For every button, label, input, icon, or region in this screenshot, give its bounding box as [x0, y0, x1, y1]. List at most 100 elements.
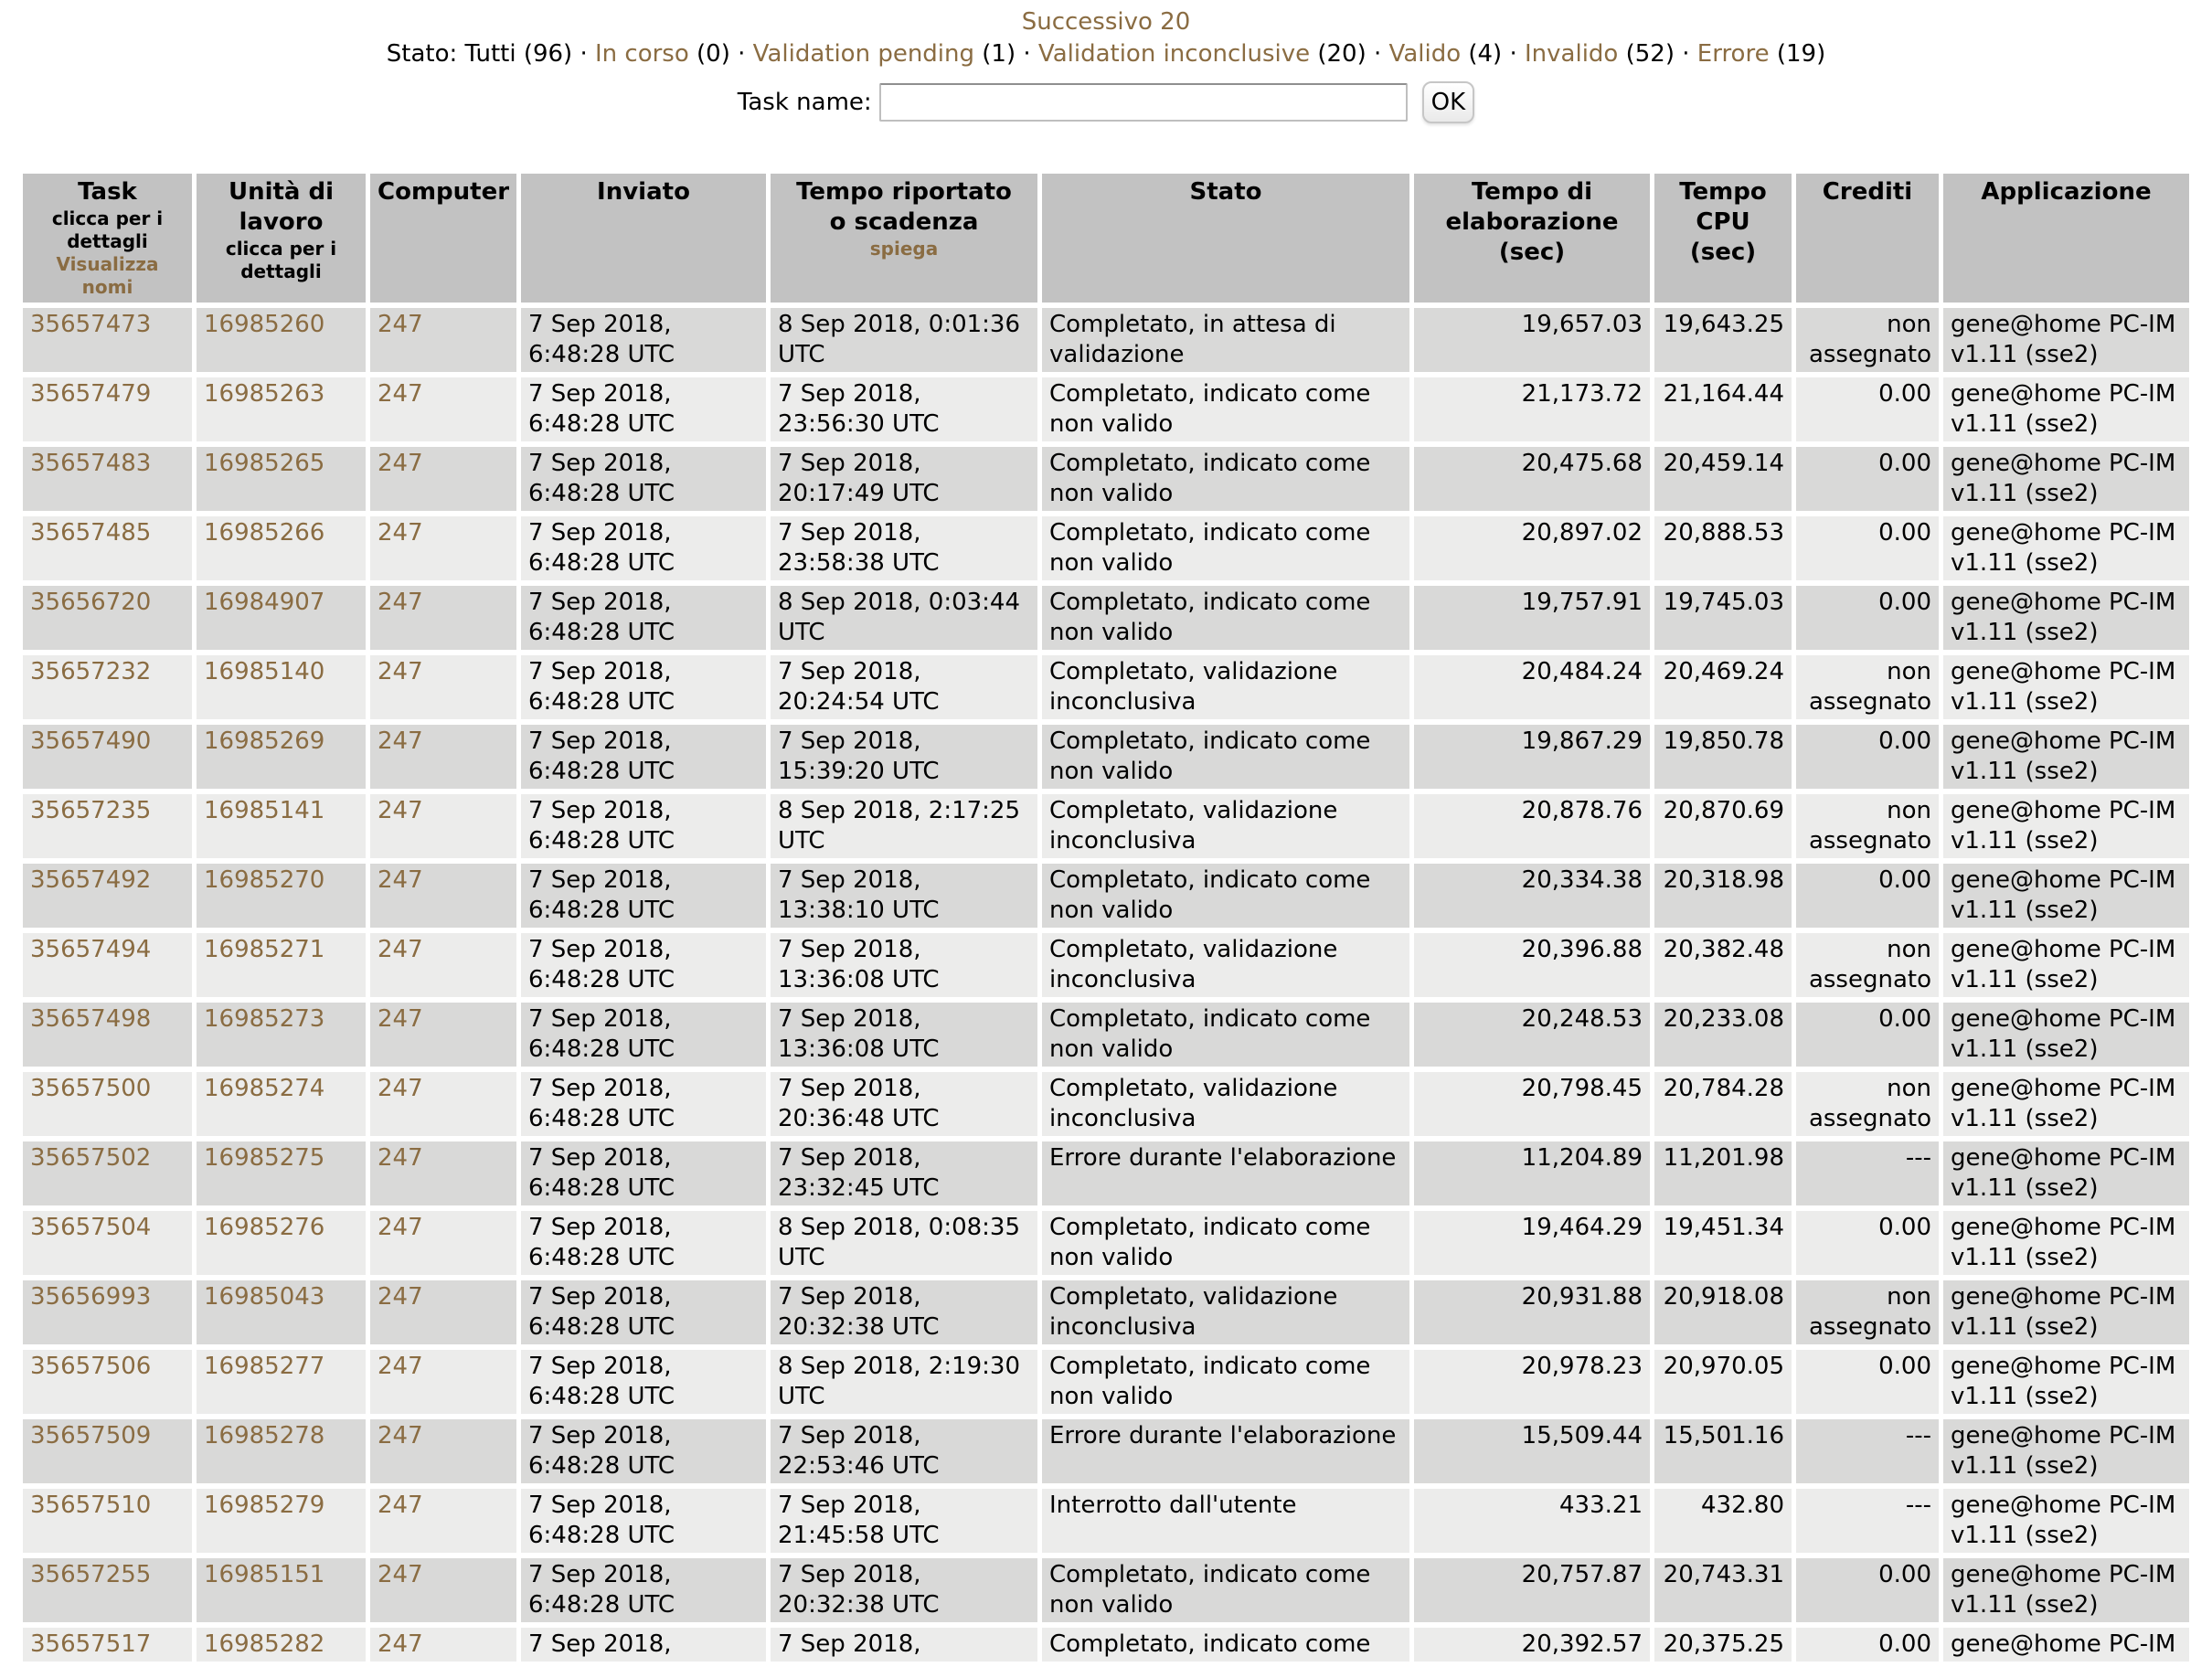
computer-link[interactable]: 247 [378, 1214, 423, 1241]
computer-link[interactable]: 247 [378, 1283, 423, 1311]
task-cell: 35657485 [23, 516, 192, 580]
workunit-link[interactable]: 16985260 [204, 311, 325, 338]
col-header-reported: Tempo riportato o scadenza spiega [771, 174, 1037, 303]
computer-link[interactable]: 247 [378, 797, 423, 824]
computer-cell: 247 [370, 1350, 516, 1414]
computer-link[interactable]: 247 [378, 1353, 423, 1380]
workunit-link[interactable]: 16985140 [204, 658, 325, 685]
task-link[interactable]: 35657498 [30, 1005, 152, 1033]
sent-cell: 7 Sep 2018, 6:48:28 UTC [521, 1419, 766, 1483]
task-link[interactable]: 35656720 [30, 589, 152, 616]
status-filter-label: Stato: [386, 40, 458, 68]
computer-link[interactable]: 247 [378, 380, 423, 408]
credit-cell: --- [1796, 1141, 1939, 1205]
computer-cell: 247 [370, 586, 516, 650]
task-name-input[interactable] [878, 83, 1408, 122]
col-header-computer: Computer [370, 174, 516, 303]
workunit-link[interactable]: 16985263 [204, 380, 325, 408]
task-link[interactable]: 35657504 [30, 1214, 152, 1241]
workunit-link[interactable]: 16985043 [204, 1283, 325, 1311]
workunit-link[interactable]: 16985278 [204, 1422, 325, 1449]
status-filter-link[interactable]: Errore [1696, 40, 1770, 68]
computer-link[interactable]: 247 [378, 1630, 423, 1658]
elapsed-cell: 20,396.88 [1414, 933, 1650, 997]
task-link[interactable]: 35657494 [30, 936, 152, 963]
computer-link[interactable]: 247 [378, 1075, 423, 1102]
workunit-link[interactable]: 16985277 [204, 1353, 325, 1380]
workunit-cell: 16985275 [197, 1141, 366, 1205]
computer-link[interactable]: 247 [378, 658, 423, 685]
workunit-cell: 16985140 [197, 655, 366, 719]
task-link[interactable]: 35657506 [30, 1353, 152, 1380]
computer-link[interactable]: 247 [378, 1561, 423, 1588]
task-link[interactable]: 35657500 [30, 1075, 152, 1102]
show-names-link[interactable]: Visualizza nomi [56, 253, 159, 298]
workunit-cell: 16985276 [197, 1211, 366, 1275]
task-link[interactable]: 35657517 [30, 1630, 152, 1658]
task-link[interactable]: 35657479 [30, 380, 152, 408]
workunit-cell: 16985274 [197, 1072, 366, 1136]
task-link[interactable]: 35657509 [30, 1422, 152, 1449]
computer-link[interactable]: 247 [378, 727, 423, 755]
status-filter-link[interactable]: Invalido [1525, 40, 1619, 68]
credit-cell: non assegnato [1796, 655, 1939, 719]
cpu-cell: 20,888.53 [1654, 516, 1792, 580]
task-link[interactable]: 35657485 [30, 519, 152, 547]
workunit-link[interactable]: 16985141 [204, 797, 325, 824]
task-link[interactable]: 35657502 [30, 1144, 152, 1172]
workunit-link[interactable]: 16985266 [204, 519, 325, 547]
app-cell: gene@home PC-IM v1.11 (sse2) [1943, 1280, 2189, 1344]
workunit-link[interactable]: 16985282 [204, 1630, 325, 1658]
status-cell: Completato, indicato come non valido [1042, 377, 1409, 441]
task-link[interactable]: 35657490 [30, 727, 152, 755]
task-link[interactable]: 35657232 [30, 658, 152, 685]
status-filter-link[interactable]: Validation inconclusive [1037, 40, 1311, 68]
workunit-link[interactable]: 16985270 [204, 866, 325, 894]
task-link[interactable]: 35657473 [30, 311, 152, 338]
computer-link[interactable]: 247 [378, 311, 423, 338]
workunit-link[interactable]: 16985271 [204, 936, 325, 963]
task-link[interactable]: 35657235 [30, 797, 152, 824]
status-filter-link[interactable]: Valido [1388, 40, 1462, 68]
reported-cell: 7 Sep 2018, 23:32:45 UTC [771, 1141, 1037, 1205]
task-link[interactable]: 35657483 [30, 450, 152, 477]
task-cell: 35657498 [23, 1003, 192, 1067]
status-filter-link[interactable]: In corso [595, 40, 689, 68]
computer-link[interactable]: 247 [378, 866, 423, 894]
app-cell: gene@home PC-IM v1.11 (sse2) [1943, 516, 2189, 580]
status-filter-link[interactable]: Validation pending [752, 40, 975, 68]
workunit-link[interactable]: 16985265 [204, 450, 325, 477]
app-cell: gene@home PC-IM v1.11 (sse2) [1943, 377, 2189, 441]
sent-cell: 7 Sep 2018, [521, 1628, 766, 1662]
computer-link[interactable]: 247 [378, 1005, 423, 1033]
app-cell: gene@home PC-IM v1.11 (sse2) [1943, 794, 2189, 858]
ok-button[interactable]: OK [1421, 81, 1475, 123]
status-filter-items: Tutti (96) · In corso (0) · Validation p… [464, 40, 1826, 68]
computer-link[interactable]: 247 [378, 450, 423, 477]
explain-link[interactable]: spiega [869, 238, 939, 260]
workunit-link[interactable]: 16984907 [204, 589, 325, 616]
task-link[interactable]: 35657510 [30, 1492, 152, 1519]
workunit-link[interactable]: 16985274 [204, 1075, 325, 1102]
status-cell: Completato, validazione inconclusiva [1042, 1072, 1409, 1136]
task-link[interactable]: 35657492 [30, 866, 152, 894]
credit-cell: non assegnato [1796, 794, 1939, 858]
reported-cell: 8 Sep 2018, 0:01:36 UTC [771, 308, 1037, 372]
task-link[interactable]: 35657255 [30, 1561, 152, 1588]
computer-link[interactable]: 247 [378, 519, 423, 547]
workunit-link[interactable]: 16985269 [204, 727, 325, 755]
task-link[interactable]: 35656993 [30, 1283, 152, 1311]
next-20-link[interactable]: Successivo 20 [1021, 8, 1191, 36]
computer-link[interactable]: 247 [378, 1144, 423, 1172]
computer-link[interactable]: 247 [378, 1422, 423, 1449]
computer-link[interactable]: 247 [378, 1492, 423, 1519]
computer-link[interactable]: 247 [378, 589, 423, 616]
workunit-link[interactable]: 16985279 [204, 1492, 325, 1519]
workunit-link[interactable]: 16985273 [204, 1005, 325, 1033]
status-cell: Completato, indicato come non valido [1042, 586, 1409, 650]
workunit-link[interactable]: 16985275 [204, 1144, 325, 1172]
workunit-link[interactable]: 16985151 [204, 1561, 325, 1588]
workunit-link[interactable]: 16985276 [204, 1214, 325, 1241]
computer-link[interactable]: 247 [378, 936, 423, 963]
reported-cell: 7 Sep 2018, 20:32:38 UTC [771, 1558, 1037, 1622]
